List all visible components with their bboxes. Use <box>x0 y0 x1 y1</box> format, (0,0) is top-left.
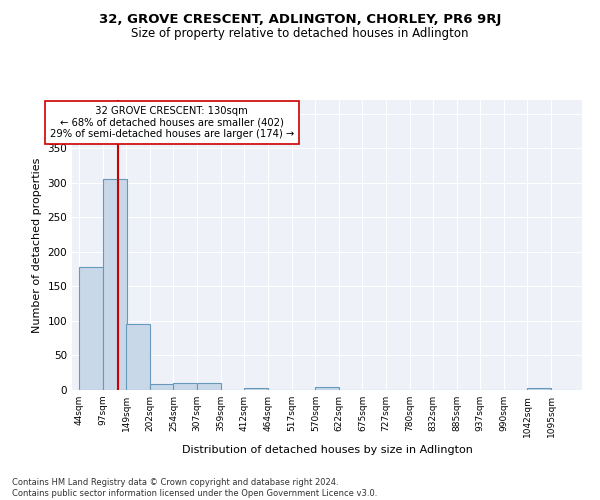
Y-axis label: Number of detached properties: Number of detached properties <box>32 158 42 332</box>
Bar <box>316 387 339 390</box>
X-axis label: Distribution of detached houses by size in Adlington: Distribution of detached houses by size … <box>182 446 472 456</box>
Bar <box>173 383 197 390</box>
Bar <box>244 388 268 390</box>
Bar <box>527 388 551 390</box>
Text: 32 GROVE CRESCENT: 130sqm  
← 68% of detached houses are smaller (402)
29% of se: 32 GROVE CRESCENT: 130sqm ← 68% of detac… <box>50 106 294 140</box>
Bar <box>197 383 221 390</box>
Text: Contains HM Land Registry data © Crown copyright and database right 2024.
Contai: Contains HM Land Registry data © Crown c… <box>12 478 377 498</box>
Text: 32, GROVE CRESCENT, ADLINGTON, CHORLEY, PR6 9RJ: 32, GROVE CRESCENT, ADLINGTON, CHORLEY, … <box>99 12 501 26</box>
Text: Size of property relative to detached houses in Adlington: Size of property relative to detached ho… <box>131 28 469 40</box>
Bar <box>103 180 127 390</box>
Bar <box>79 267 103 390</box>
Bar <box>150 384 174 390</box>
Bar <box>126 324 150 390</box>
